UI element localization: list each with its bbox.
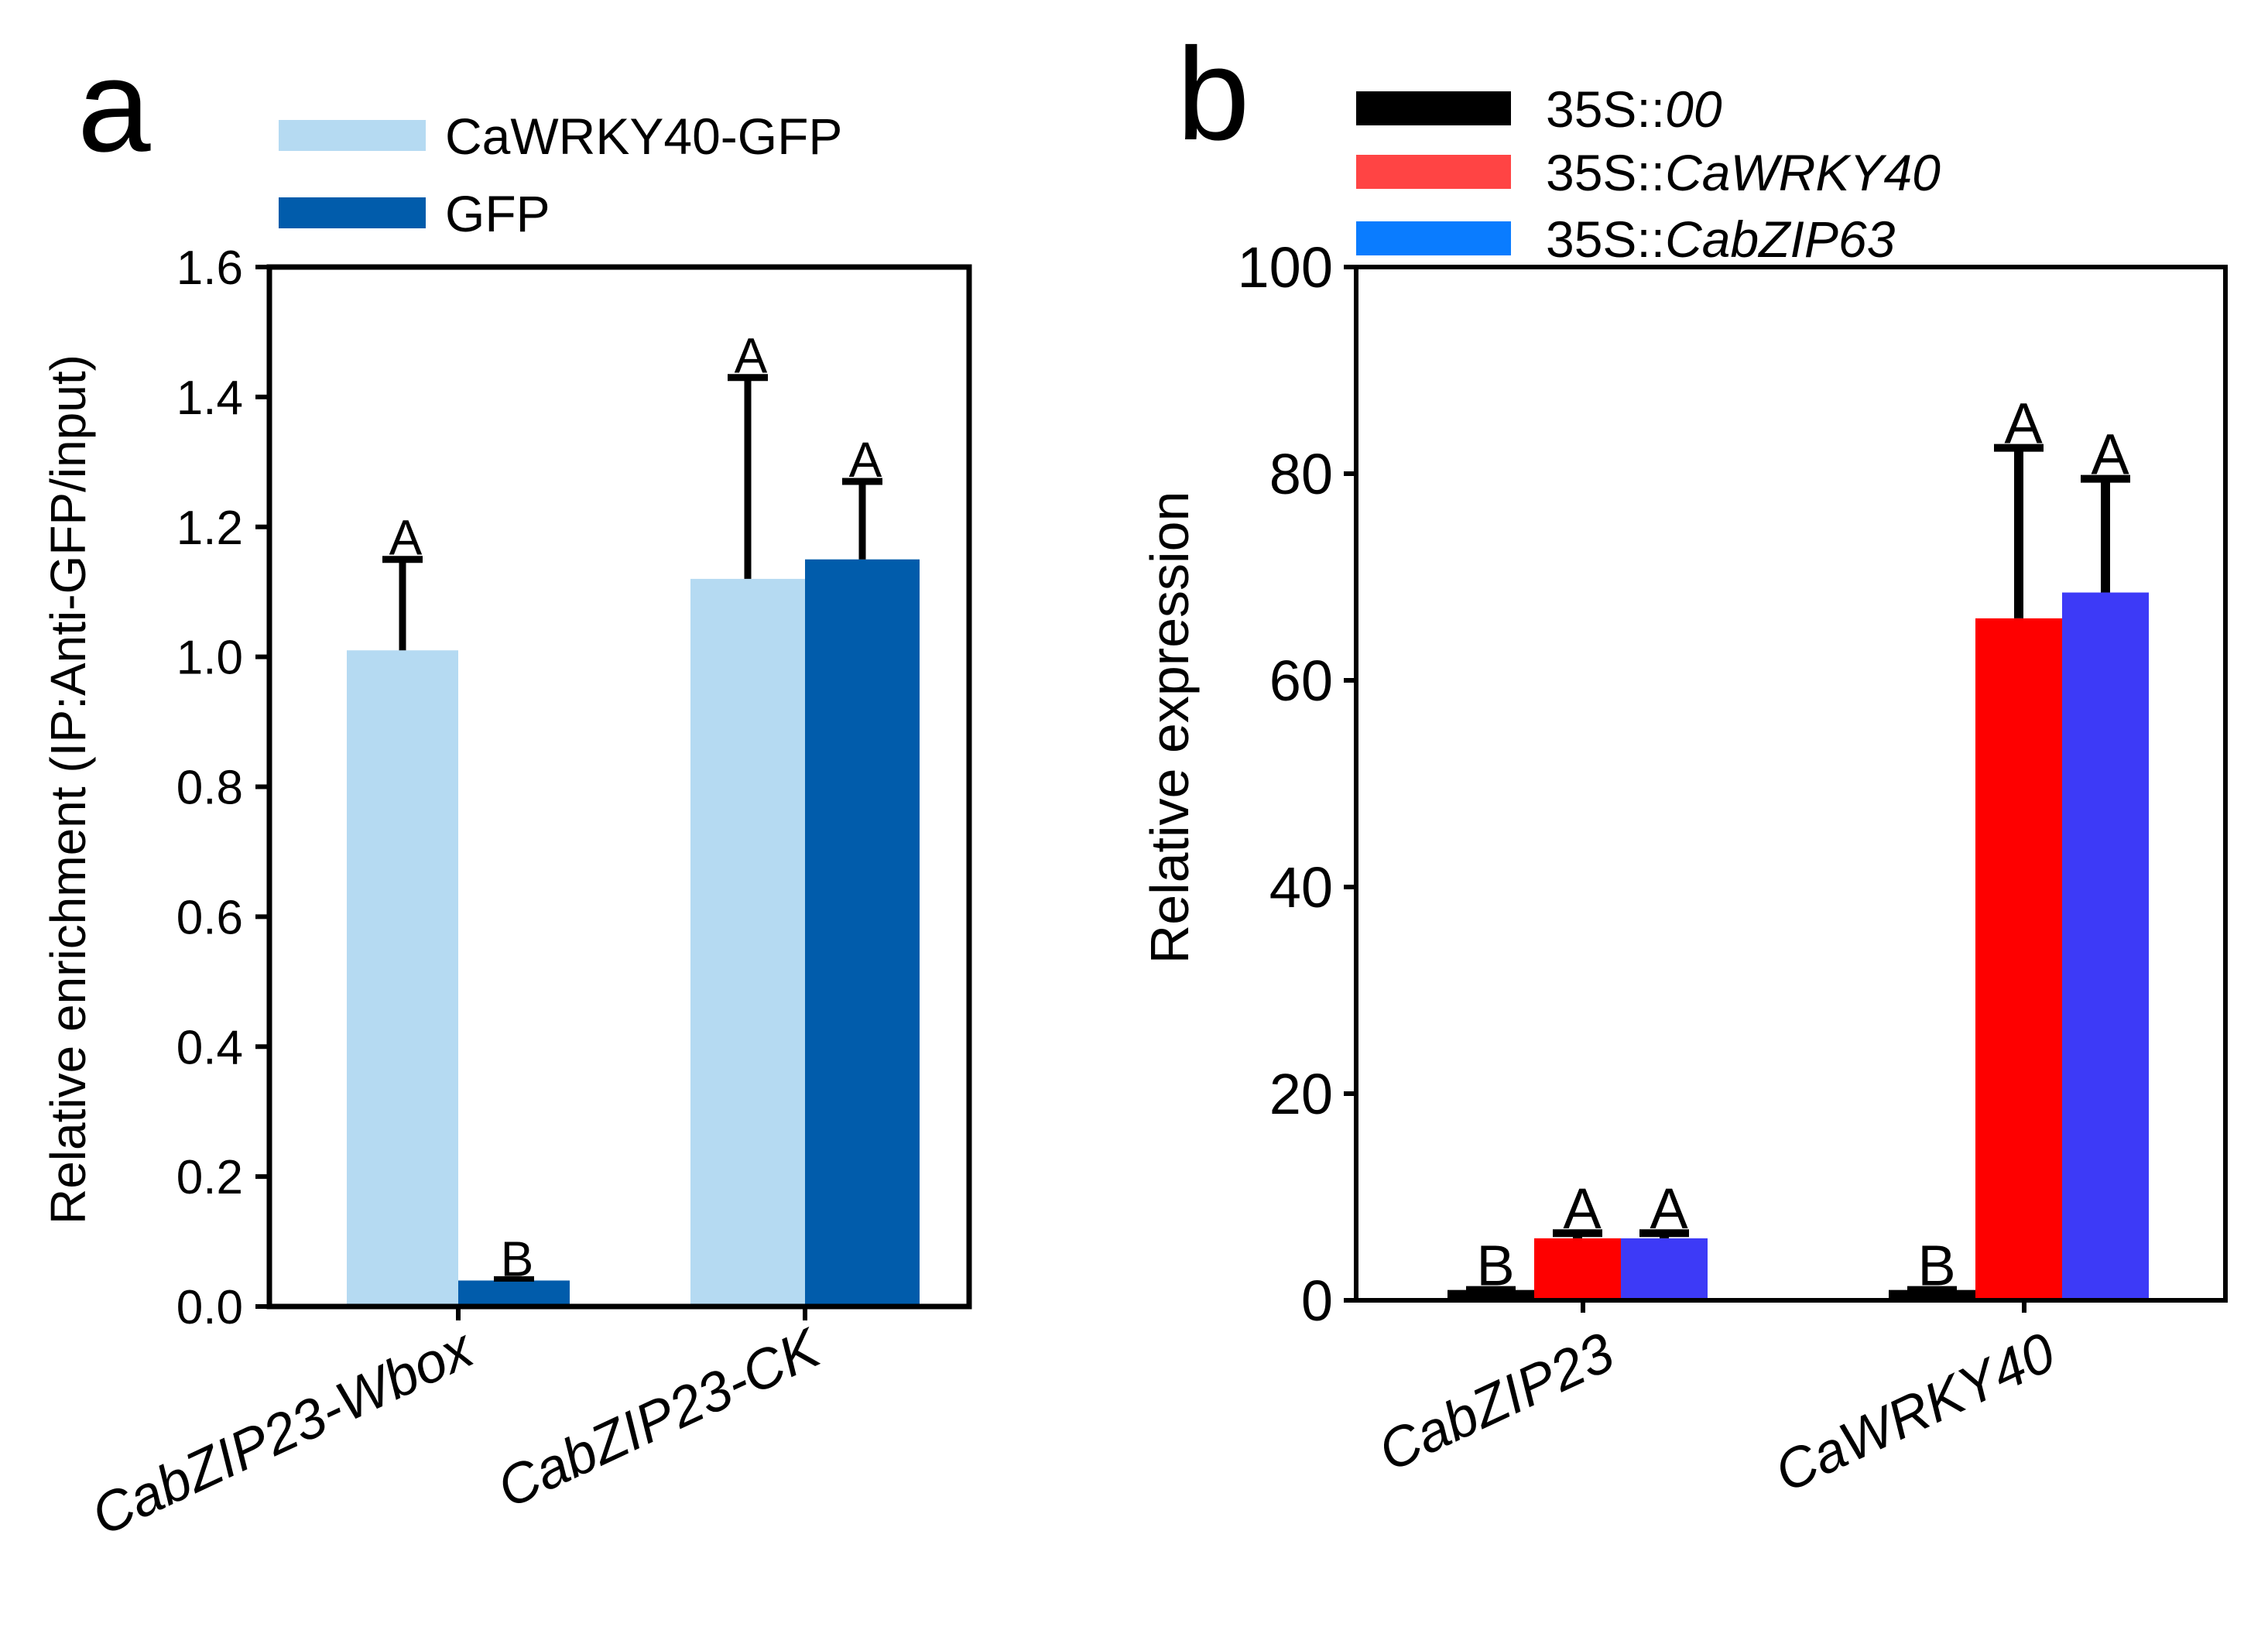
y-tick-label: 80 xyxy=(1269,442,1333,506)
legend-name: 00 xyxy=(1665,80,1722,138)
legend-swatch-0 xyxy=(1356,91,1511,125)
legend-prefix: 35S:: xyxy=(1546,144,1665,201)
bar-CabZIP63-CaWRKY40 xyxy=(2062,592,2149,1300)
legend-swatch-1 xyxy=(1356,155,1511,189)
x-category-label: CabZIP23-Wbox xyxy=(83,1317,485,1548)
y-tick-label: 40 xyxy=(1269,855,1333,920)
legend-label-0: CaWRKY40-GFP xyxy=(445,108,842,165)
legend-label-0: 35S::00 xyxy=(1546,80,1722,138)
sig-letter-00-CaWRKY40: B xyxy=(1917,1234,1955,1298)
legend-swatch-1 xyxy=(279,197,426,228)
legend-label-1: GFP xyxy=(445,185,550,242)
y-axis-title: Relative expression xyxy=(1139,491,1200,964)
sig-letter-GFP-CabZIP23-CK: A xyxy=(849,432,882,488)
y-tick-label: 1.6 xyxy=(176,241,243,295)
bar-CaWRKY40-GFP-CabZIP23-CK xyxy=(690,578,805,1307)
bar-CaWRKY40-CabZIP23 xyxy=(1534,1238,1621,1300)
panel-a: a CaWRKY40-GFP GFP A B A A 0.0 0.2 0.4 0.6 0.8 1.0 1.… xyxy=(40,33,972,1548)
y-tick-label: 20 xyxy=(1269,1062,1333,1126)
sig-letter-CaWRKY40-CabZIP23: A xyxy=(1563,1176,1602,1241)
sig-letter-CaWRKY40-GFP-CabZIP23-CK: A xyxy=(735,328,768,384)
x-category-label: CabZIP23-CK xyxy=(488,1317,831,1520)
y-tick-label: 60 xyxy=(1269,649,1333,713)
y-tick-label: 0 xyxy=(1301,1269,1333,1333)
y-tick-label: 1.4 xyxy=(176,372,243,425)
legend-name: CabZIP63 xyxy=(1665,211,1895,268)
bar-CabZIP63-CabZIP23 xyxy=(1621,1238,1708,1300)
y-tick-label: 0.6 xyxy=(176,891,243,944)
panel-letter-b: b xyxy=(1177,21,1250,168)
bar-CaWRKY40-CaWRKY40 xyxy=(1975,618,2062,1300)
panel-letter-a: a xyxy=(77,33,151,180)
sig-letter-00-CabZIP23: B xyxy=(1476,1234,1514,1298)
y-tick-label: 0.4 xyxy=(176,1021,243,1074)
legend-prefix: 35S:: xyxy=(1546,80,1665,138)
y-tick-label: 1.0 xyxy=(176,632,243,685)
x-category-label: CaWRKY40 xyxy=(1766,1321,2064,1505)
y-tick-label: 100 xyxy=(1238,235,1333,300)
legend-swatch-2 xyxy=(1356,221,1511,255)
bar-GFP-CabZIP23-CK xyxy=(805,559,920,1307)
x-category-label: CabZIP23 xyxy=(1369,1321,1623,1484)
sig-letter-CaWRKY40-CaWRKY40: A xyxy=(2004,392,2043,456)
legend-label-1: 35S::CaWRKY40 xyxy=(1546,144,1941,201)
plot-frame-b xyxy=(1354,265,2228,1303)
y-tick-label: 0.8 xyxy=(176,762,243,815)
legend-label-2: 35S::CabZIP63 xyxy=(1546,211,1896,268)
y-tick-label: 0.0 xyxy=(176,1281,243,1334)
y-tick-label: 1.2 xyxy=(176,502,243,555)
sig-letter-CaWRKY40-GFP-CabZIP23-Wbox: A xyxy=(389,510,423,566)
y-tick-label: 0.2 xyxy=(176,1151,243,1204)
bar-GFP-CabZIP23-Wbox xyxy=(458,1280,570,1307)
sig-letter-CabZIP63-CaWRKY40: A xyxy=(2091,423,2129,487)
sig-letter-CabZIP63-CabZIP23: A xyxy=(1650,1176,1688,1241)
legend-swatch-0 xyxy=(279,120,426,151)
legend-name: CaWRKY40 xyxy=(1665,144,1941,201)
legend-prefix: 35S:: xyxy=(1546,211,1665,268)
bar-CaWRKY40-GFP-CabZIP23-Wbox xyxy=(347,650,458,1307)
sig-letter-GFP-CabZIP23-Wbox: B xyxy=(501,1231,534,1286)
y-axis-title: Relative enrichment (IP:Anti-GFP/input) xyxy=(40,354,96,1224)
